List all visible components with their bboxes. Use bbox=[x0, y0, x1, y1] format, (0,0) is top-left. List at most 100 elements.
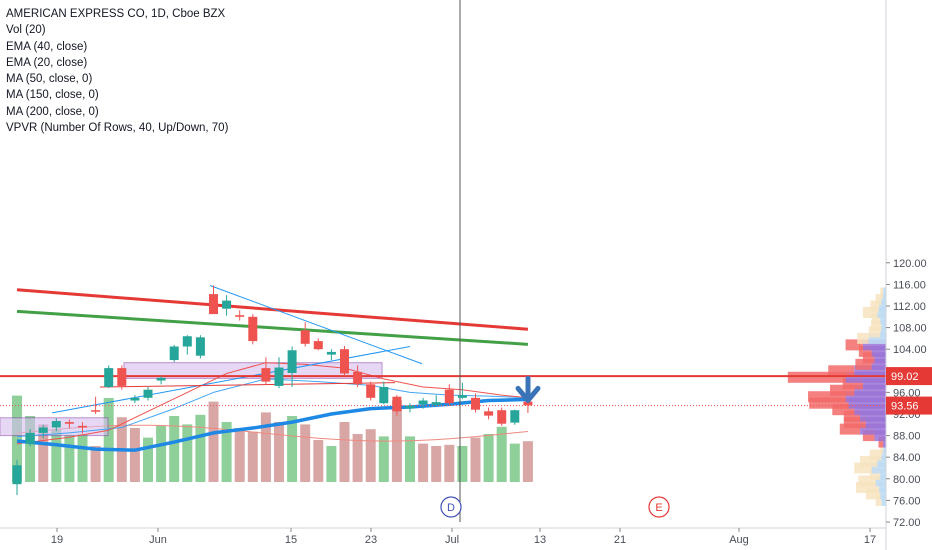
vpvr-up-row bbox=[880, 468, 886, 480]
candle-body[interactable] bbox=[12, 465, 22, 485]
candle-body[interactable] bbox=[418, 400, 428, 405]
volume-bar bbox=[38, 424, 49, 482]
candle-body[interactable] bbox=[300, 330, 310, 344]
candle-body[interactable] bbox=[235, 315, 245, 317]
vpvr-up-row bbox=[874, 352, 886, 364]
vpvr-down-row bbox=[845, 339, 863, 351]
vpvr-up-row bbox=[883, 436, 886, 448]
volume-bar bbox=[208, 401, 219, 482]
candle-body[interactable] bbox=[222, 300, 232, 309]
volume-bar bbox=[234, 428, 245, 482]
candle-body[interactable] bbox=[366, 384, 376, 398]
candle-body[interactable] bbox=[143, 389, 153, 398]
candle-body[interactable] bbox=[510, 410, 520, 423]
candle-body[interactable] bbox=[156, 377, 166, 381]
volume-bar bbox=[64, 435, 75, 482]
indicator-ema40[interactable]: EMA (40, close) bbox=[6, 40, 88, 53]
candle-body[interactable] bbox=[91, 410, 101, 412]
candle-body[interactable] bbox=[248, 316, 258, 342]
volume-bar bbox=[470, 437, 481, 482]
indicator-vpvr[interactable]: VPVR (Number Of Rows, 40, Up/Down, 70) bbox=[6, 122, 229, 135]
x-tick-label: Jul bbox=[445, 534, 459, 546]
candle-body[interactable] bbox=[353, 371, 363, 385]
volume-bar bbox=[247, 431, 258, 482]
volume-bar bbox=[405, 436, 415, 482]
y-tick-label: 72.00 bbox=[893, 517, 921, 529]
candle-body[interactable] bbox=[379, 387, 389, 404]
vpvr-down-row bbox=[843, 410, 861, 422]
x-tick-label: 15 bbox=[285, 534, 297, 546]
volume-bar bbox=[313, 440, 324, 482]
vpvr-down-row bbox=[875, 294, 882, 306]
volume-bar bbox=[483, 434, 494, 482]
volume-bar bbox=[143, 437, 153, 482]
indicator-ma50[interactable]: MA (50, close, 0) bbox=[6, 73, 93, 86]
vpvr-down-row bbox=[862, 352, 875, 364]
vpvr-down-row bbox=[880, 287, 884, 299]
indicator-ma200[interactable]: MA (200, close, 0) bbox=[6, 105, 99, 118]
vpvr-up-row bbox=[883, 287, 886, 299]
candle-body[interactable] bbox=[261, 368, 271, 382]
candle-body[interactable] bbox=[340, 349, 349, 374]
candle-body[interactable] bbox=[64, 422, 74, 424]
candle-body[interactable] bbox=[431, 402, 441, 405]
candle-body[interactable] bbox=[274, 367, 284, 386]
candle-body[interactable] bbox=[497, 410, 507, 424]
candle-body[interactable] bbox=[471, 397, 480, 410]
x-tick-label: Aug bbox=[729, 534, 749, 546]
candle-body[interactable] bbox=[523, 401, 533, 406]
symbol-title[interactable]: AMERICAN EXPRESS CO, 1D, Cboe BZX bbox=[6, 8, 226, 20]
vpvr-down-row bbox=[843, 417, 866, 429]
candle-body[interactable] bbox=[195, 337, 205, 356]
candle-body[interactable] bbox=[104, 368, 114, 387]
volume-bar bbox=[77, 434, 88, 482]
volume-bar bbox=[326, 446, 337, 482]
candle-body[interactable] bbox=[457, 395, 467, 398]
arrow-down-head-icon bbox=[515, 385, 541, 403]
candle-body[interactable] bbox=[405, 405, 415, 409]
candle-body[interactable] bbox=[287, 350, 297, 373]
candle-body[interactable] bbox=[25, 432, 35, 444]
volume-profile bbox=[787, 287, 886, 506]
vpvr-down-row bbox=[787, 371, 846, 383]
y-tick-label: 120.00 bbox=[893, 258, 927, 270]
candle-body[interactable] bbox=[484, 411, 494, 416]
ma50-line bbox=[16, 397, 528, 452]
candle-body[interactable] bbox=[326, 351, 336, 355]
indicator-ma150[interactable]: MA (150, close, 0) bbox=[6, 89, 99, 102]
candle-body[interactable] bbox=[392, 396, 402, 412]
vpvr-up-row bbox=[871, 345, 886, 357]
volume-bar bbox=[444, 444, 455, 482]
vpvr-up-row bbox=[854, 384, 886, 396]
candle-body[interactable] bbox=[209, 294, 218, 315]
vpvr-down-row bbox=[809, 397, 849, 409]
dividend-marker[interactable]: D bbox=[440, 496, 462, 518]
vpvr-up-row bbox=[860, 410, 886, 422]
vpvr-up-row bbox=[871, 462, 886, 474]
volume-bars bbox=[12, 395, 533, 482]
candle-body[interactable] bbox=[78, 425, 87, 428]
candle-body[interactable] bbox=[51, 421, 61, 428]
vpvr-up-row bbox=[860, 423, 886, 435]
candle-body[interactable] bbox=[169, 346, 179, 361]
vpvr-up-row bbox=[877, 456, 886, 468]
candle-body[interactable] bbox=[444, 389, 454, 404]
earnings-marker[interactable]: E bbox=[648, 496, 670, 518]
indicator-vol[interactable]: Vol (20) bbox=[6, 24, 46, 37]
last-price-tag-bg[interactable] bbox=[886, 396, 932, 415]
vpvr-up-row bbox=[883, 443, 886, 455]
indicator-ema20[interactable]: EMA (20, close) bbox=[6, 56, 88, 69]
candle-body[interactable] bbox=[117, 368, 127, 386]
vpvr-down-row bbox=[860, 456, 878, 468]
last-price-tag-text: 93.56 bbox=[891, 401, 919, 413]
candle-body[interactable] bbox=[182, 336, 192, 347]
vpvr-down-row bbox=[869, 449, 882, 461]
candle-body[interactable] bbox=[313, 341, 323, 350]
candle-body[interactable] bbox=[130, 397, 140, 401]
resistance-price-tag-bg[interactable] bbox=[886, 367, 932, 386]
vpvr-down-row bbox=[842, 378, 863, 390]
candle-body[interactable] bbox=[38, 427, 48, 433]
